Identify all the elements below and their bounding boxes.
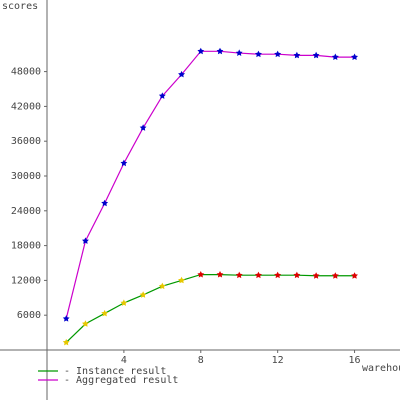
data-point <box>197 47 205 55</box>
data-point <box>216 47 224 55</box>
x-tick-label: 8 <box>198 355 204 366</box>
data-point <box>235 49 243 56</box>
x-tick-label: 16 <box>349 355 361 366</box>
data-point <box>331 272 339 279</box>
data-point <box>197 271 205 278</box>
data-point <box>312 272 320 279</box>
y-tick-label: 42000 <box>11 101 41 112</box>
data-point <box>216 271 224 278</box>
y-tick-label: 12000 <box>11 275 41 286</box>
data-point <box>178 276 185 284</box>
y-tick-label: 24000 <box>11 206 41 217</box>
y-tick-label: 48000 <box>11 67 41 78</box>
data-point <box>158 282 166 290</box>
data-point <box>120 299 128 306</box>
data-point <box>82 320 89 327</box>
data-point <box>235 271 243 279</box>
data-point <box>274 50 282 58</box>
data-point <box>293 51 301 59</box>
data-point <box>255 271 262 279</box>
data-point <box>312 51 320 59</box>
y-axis-label: scores <box>2 1 38 12</box>
x-tick-label: 12 <box>272 355 284 366</box>
data-point <box>101 199 109 207</box>
x-axis-label: warehouses <box>362 363 400 374</box>
data-point <box>351 272 358 279</box>
y-tick-label: 18000 <box>11 241 41 252</box>
data-point <box>101 309 109 317</box>
data-point <box>62 338 70 346</box>
series-line <box>65 50 355 319</box>
data-point <box>158 92 166 99</box>
data-point <box>331 53 339 60</box>
data-point <box>293 271 301 279</box>
x-tick-label: 4 <box>121 355 127 366</box>
series-line <box>65 274 355 343</box>
data-point <box>255 50 262 58</box>
data-point <box>274 271 282 279</box>
data-point <box>139 291 147 298</box>
data-point <box>139 124 147 131</box>
y-tick-label: 36000 <box>11 136 41 147</box>
data-point <box>120 159 128 167</box>
data-point <box>62 315 70 322</box>
data-point <box>351 53 358 60</box>
y-tick-label: 6000 <box>17 310 41 321</box>
data-point <box>82 237 89 244</box>
data-point <box>178 70 185 78</box>
legend-label: - Aggregated result <box>64 375 178 386</box>
y-tick-label: 30000 <box>11 171 41 182</box>
legend-label: - Instance result <box>64 366 166 377</box>
